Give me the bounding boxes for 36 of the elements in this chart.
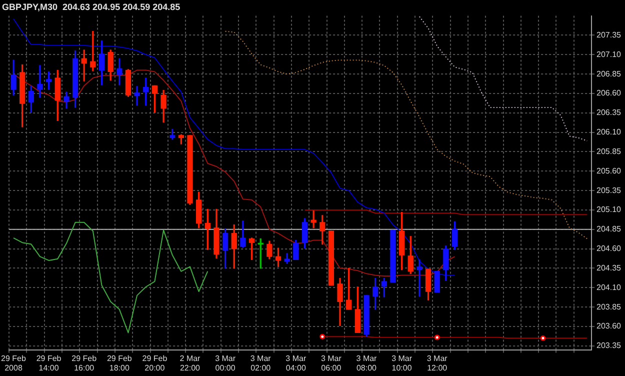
y-tick-label: 205.85 [596,146,622,156]
x-tick-label: 3 Mar 08:00 [356,354,378,372]
x-tick-label: 2 Mar 22:00 [180,354,201,372]
x-tick-label: 29 Feb 16:00 [72,354,98,372]
x-tick-label: 29 Feb 18:00 [106,354,132,372]
y-tick-label: 203.60 [596,322,622,331]
x-tick-label: 29 Feb 20:00 [142,354,168,372]
candlestick [434,271,440,293]
y-tick-label: 203.35 [596,341,622,350]
y-tick-label: 205.35 [596,186,622,195]
x-tick-label: 29 Feb 2008 [1,354,26,372]
x-tick-label: 3 Mar 12:00 [426,354,448,372]
y-tick-label: 206.10 [596,128,622,137]
x-tick-label: 29 Feb 14:00 [36,354,62,372]
chart-title: GBPJPY,M30 204.63 204.95 204.59 204.85 [2,2,180,12]
x-tick-label: 3 Mar 10:00 [392,354,412,372]
y-tick-label: 207.35 [596,30,622,40]
y-tick-label: 205.60 [596,166,622,176]
y-tick-label: 203.85 [596,302,622,312]
y-tick-label: 204.85 [596,224,622,234]
candlestick [328,230,334,286]
y-tick-label: 207.10 [596,50,622,59]
line-series [418,16,588,142]
y-tick-label: 206.60 [596,88,622,98]
y-tick-label: 204.10 [596,282,622,292]
x-tick-label: 3 Mar 06:00 [320,354,342,372]
y-tick-label: 204.60 [596,244,622,254]
candlestick [390,230,396,283]
x-tick-label: 3 Mar 02:00 [250,354,272,372]
x-tick-label: 3 Mar 04:00 [286,354,306,372]
y-tick-label: 204.35 [596,263,622,272]
y-tick-label: 206.35 [596,108,622,118]
x-tick-label: 3 Mar 00:00 [215,354,236,372]
line-series [224,30,588,240]
y-tick-label: 205.10 [596,205,622,214]
y-tick-label: 206.85 [596,69,622,78]
